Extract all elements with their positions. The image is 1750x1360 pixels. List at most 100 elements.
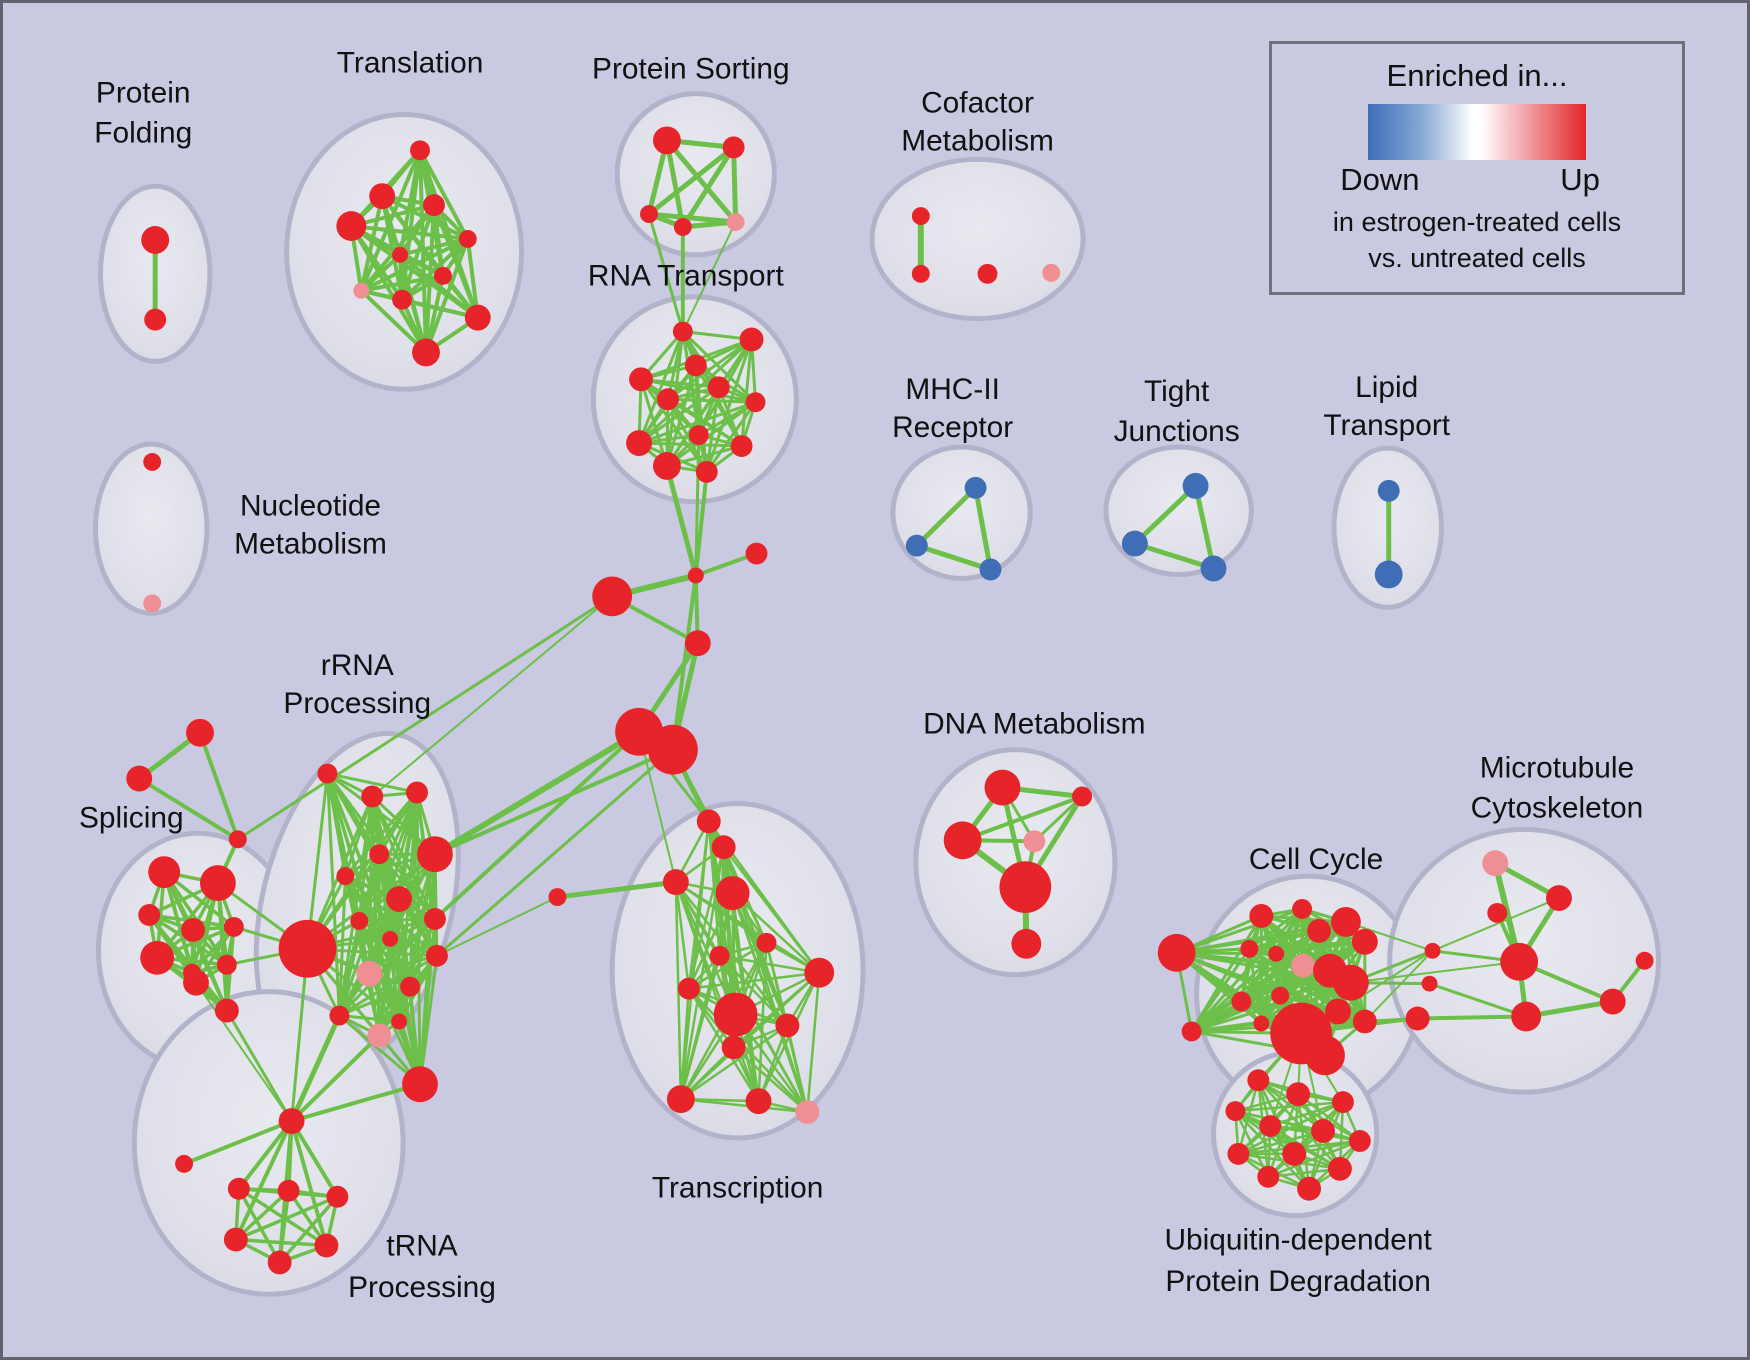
gene-set-node-dn3[interactable]	[1023, 830, 1046, 853]
gene-set-node-tl3[interactable]	[336, 211, 367, 241]
gene-set-node-mt4[interactable]	[1424, 942, 1441, 959]
gene-set-node-rr3[interactable]	[369, 844, 390, 865]
gene-set-node-ub5[interactable]	[1311, 1119, 1335, 1143]
gene-set-node-ub10[interactable]	[1257, 1165, 1280, 1188]
gene-set-node-dn2[interactable]	[943, 821, 982, 860]
gene-set-node-tr11[interactable]	[666, 1085, 695, 1114]
gene-set-node-ub0[interactable]	[1247, 1069, 1270, 1092]
gene-set-node-sp7[interactable]	[216, 954, 237, 975]
gene-set-node-rr6[interactable]	[386, 886, 413, 912]
gene-set-node-sp5[interactable]	[140, 940, 175, 975]
gene-set-node-rt2[interactable]	[684, 354, 707, 377]
gene-set-node-ub3[interactable]	[1225, 1101, 1246, 1122]
gene-set-node-ps1[interactable]	[722, 136, 745, 159]
gene-set-node-sp0[interactable]	[148, 856, 181, 889]
gene-set-node-dn1[interactable]	[1072, 786, 1093, 807]
gene-set-node-b0[interactable]	[186, 718, 214, 747]
gene-set-node-mt2[interactable]	[1487, 903, 1508, 923]
gene-set-node-tj2[interactable]	[1200, 555, 1227, 582]
gene-set-node-tn3[interactable]	[326, 1185, 349, 1208]
gene-set-node-ub6[interactable]	[1348, 1130, 1371, 1152]
gene-set-node-ub8[interactable]	[1282, 1141, 1307, 1166]
gene-set-node-tl10[interactable]	[412, 338, 440, 367]
gene-set-node-rt10[interactable]	[652, 452, 681, 480]
gene-set-node-tr6[interactable]	[804, 957, 835, 988]
gene-set-node-ub4[interactable]	[1259, 1115, 1282, 1137]
gene-set-node-b5[interactable]	[745, 542, 768, 565]
gene-set-node-rr1[interactable]	[361, 785, 384, 808]
gene-set-node-cc8[interactable]	[1291, 953, 1316, 978]
gene-set-node-mt9[interactable]	[1635, 951, 1654, 970]
gene-set-node-ub1[interactable]	[1286, 1082, 1311, 1107]
gene-set-node-pf0[interactable]	[141, 226, 170, 254]
gene-set-node-cc3[interactable]	[1307, 918, 1331, 943]
gene-set-node-rt9[interactable]	[730, 435, 753, 457]
gene-set-node-cc11[interactable]	[1231, 991, 1252, 1012]
gene-set-node-tl1[interactable]	[369, 183, 396, 210]
gene-set-node-b2[interactable]	[228, 830, 247, 849]
gene-set-node-tr10[interactable]	[721, 1035, 746, 1060]
gene-set-node-rr7[interactable]	[350, 911, 369, 930]
gene-set-node-tr1[interactable]	[711, 835, 736, 860]
gene-set-node-rt8[interactable]	[688, 425, 709, 446]
gene-set-node-ub9[interactable]	[1327, 1156, 1352, 1181]
gene-set-node-tr7[interactable]	[677, 977, 700, 1000]
gene-set-node-dn4[interactable]	[999, 861, 1052, 913]
gene-set-node-hub2[interactable]	[278, 1108, 305, 1134]
gene-set-node-biso[interactable]	[175, 1154, 194, 1173]
gene-set-node-cc10[interactable]	[1332, 964, 1369, 1001]
gene-set-node-tr9[interactable]	[775, 1013, 800, 1038]
gene-set-node-rr2[interactable]	[406, 781, 428, 804]
gene-set-node-rr0[interactable]	[317, 763, 338, 784]
gene-set-node-cc2[interactable]	[1292, 899, 1313, 919]
gene-set-node-pf1[interactable]	[144, 308, 167, 331]
gene-set-node-tr5[interactable]	[756, 932, 777, 953]
gene-set-node-cc13[interactable]	[1253, 1015, 1270, 1032]
gene-set-node-tl8[interactable]	[392, 289, 413, 310]
gene-set-node-tl4[interactable]	[458, 229, 477, 248]
gene-set-node-cc18[interactable]	[1305, 1035, 1345, 1076]
gene-set-node-tn1[interactable]	[227, 1177, 250, 1200]
gene-set-node-tl7[interactable]	[353, 282, 370, 299]
gene-set-node-sp4[interactable]	[223, 916, 244, 937]
gene-set-node-ub11[interactable]	[1297, 1176, 1322, 1201]
gene-set-node-b4[interactable]	[687, 567, 704, 584]
gene-set-node-tr3[interactable]	[715, 876, 750, 910]
gene-set-node-ps2[interactable]	[640, 205, 658, 224]
gene-set-node-rt1[interactable]	[739, 327, 764, 352]
gene-set-node-cc16[interactable]	[1181, 1021, 1202, 1042]
gene-set-node-rr11[interactable]	[356, 960, 383, 987]
gene-set-node-mt5[interactable]	[1421, 975, 1438, 992]
gene-set-node-b3[interactable]	[592, 576, 633, 617]
gene-set-node-tn6[interactable]	[267, 1250, 292, 1275]
gene-set-node-ub2[interactable]	[1331, 1091, 1354, 1114]
gene-set-node-cf3[interactable]	[1042, 263, 1061, 282]
gene-set-node-rr4[interactable]	[336, 867, 355, 886]
gene-set-node-mt8[interactable]	[1599, 988, 1626, 1015]
gene-set-node-mt6[interactable]	[1405, 1006, 1430, 1031]
gene-set-node-rr8[interactable]	[382, 930, 399, 947]
gene-set-node-ps0[interactable]	[652, 126, 681, 155]
gene-set-node-cc12[interactable]	[1271, 986, 1290, 1005]
gene-set-node-tn4[interactable]	[223, 1227, 248, 1252]
gene-set-node-dn0[interactable]	[984, 769, 1021, 806]
gene-set-node-mt3[interactable]	[1500, 942, 1539, 981]
gene-set-node-rt3[interactable]	[629, 367, 653, 392]
gene-set-node-tr12[interactable]	[745, 1088, 772, 1115]
gene-set-node-mt7[interactable]	[1511, 1001, 1542, 1032]
gene-set-node-cc15[interactable]	[1352, 1009, 1377, 1034]
gene-set-node-b9[interactable]	[548, 888, 567, 906]
gene-set-node-rr16[interactable]	[367, 1023, 392, 1048]
gene-set-node-rt7[interactable]	[626, 430, 652, 456]
gene-set-node-sp3[interactable]	[181, 917, 205, 942]
gene-set-node-sp9[interactable]	[214, 998, 239, 1023]
gene-set-node-cf2[interactable]	[977, 263, 998, 284]
gene-set-node-rt5[interactable]	[656, 388, 679, 411]
gene-set-node-tr0[interactable]	[696, 809, 721, 834]
gene-set-node-tl5[interactable]	[392, 246, 409, 263]
gene-set-node-ps3[interactable]	[673, 218, 692, 236]
gene-set-node-mt0[interactable]	[1482, 850, 1509, 877]
gene-set-node-tr13[interactable]	[795, 1100, 820, 1125]
gene-set-node-lp1[interactable]	[1374, 560, 1403, 589]
gene-set-node-rr10[interactable]	[278, 919, 337, 978]
